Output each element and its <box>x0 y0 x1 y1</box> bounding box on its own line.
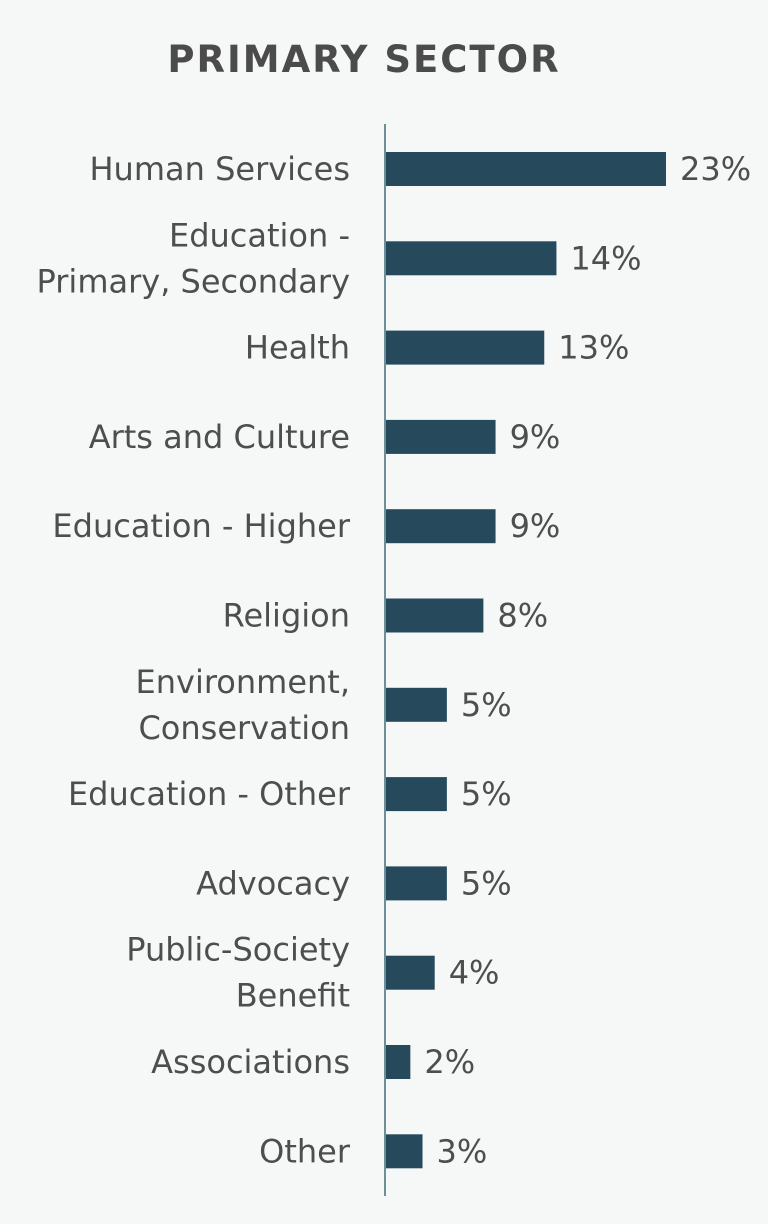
category-label-8: Advocacy <box>196 864 350 902</box>
category-label-9: Public-Society Benefit <box>126 931 350 1015</box>
category-label-0: Human Services <box>89 150 350 188</box>
data-label-3: 9% <box>510 418 561 456</box>
category-label-7: Education - Other <box>68 775 351 813</box>
category-label-2: Health <box>245 329 350 367</box>
bar-6 <box>386 687 447 722</box>
bar-5 <box>386 598 484 633</box>
category-label-4: Education - Higher <box>52 507 350 545</box>
data-label-2: 13% <box>558 329 629 367</box>
data-label-1: 14% <box>570 239 641 277</box>
category-label-10: Associations <box>151 1043 350 1081</box>
bar-8 <box>386 866 447 901</box>
bar-2 <box>386 330 545 365</box>
bar-1 <box>386 241 557 276</box>
category-label-11: Other <box>259 1132 351 1170</box>
data-label-9: 4% <box>449 954 500 992</box>
data-label-8: 5% <box>461 864 512 902</box>
bar-7 <box>386 777 447 812</box>
bar-9 <box>386 955 435 990</box>
data-label-7: 5% <box>461 775 512 813</box>
data-labels: 23% 14% 13% 9% 9% 8% 5% 5% 5% 4% 2% 3% <box>424 150 751 1170</box>
category-label-1: Education -Primary, Secondary <box>37 216 350 300</box>
category-label-6: Environment, Conservation <box>136 663 351 747</box>
bar-0 <box>386 152 666 186</box>
data-label-6: 5% <box>461 686 512 724</box>
category-labels: Human Services Education -Primary, Second… <box>37 150 351 1170</box>
data-label-11: 3% <box>437 1132 488 1170</box>
category-label-5: Religion <box>223 597 350 635</box>
data-label-4: 9% <box>510 507 561 545</box>
bar-10 <box>386 1045 411 1079</box>
data-label-0: 23% <box>680 150 751 188</box>
bars-group <box>386 152 666 1169</box>
bar-4 <box>386 509 496 544</box>
data-label-5: 8% <box>497 597 548 635</box>
category-label-3: Arts and Culture <box>89 418 350 456</box>
data-label-10: 2% <box>424 1043 475 1081</box>
chart-title: PRIMARY SECTOR <box>167 38 561 81</box>
bar-11 <box>386 1134 423 1169</box>
bar-3 <box>386 419 496 454</box>
